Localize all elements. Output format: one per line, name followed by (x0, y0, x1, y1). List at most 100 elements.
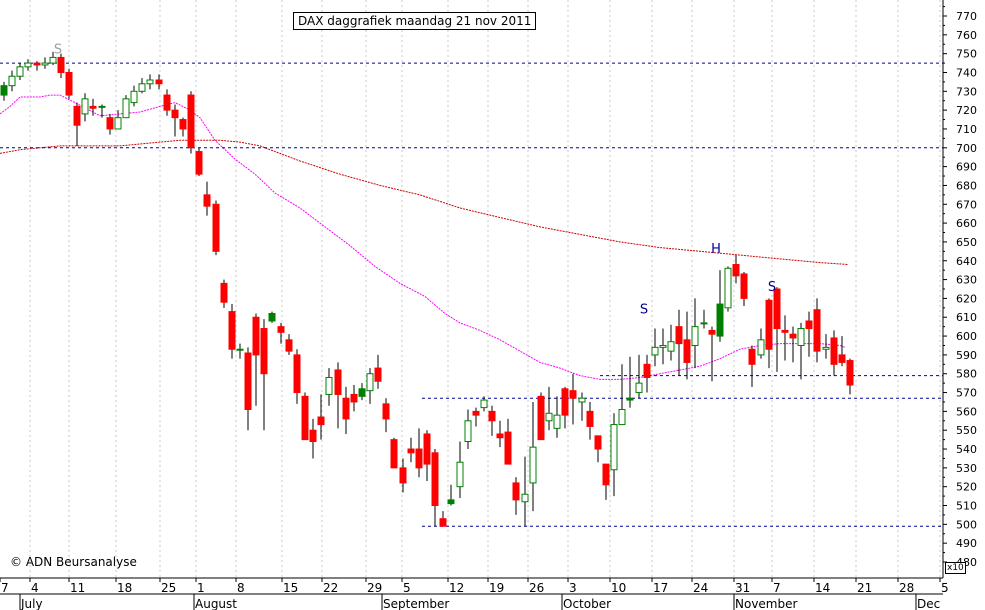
y-tick-label-660: 660 (956, 217, 977, 230)
x-tick-label-2: 11 (70, 581, 85, 595)
y-tick-label-720: 720 (956, 104, 977, 117)
x-tick-label-22: 28 (899, 581, 914, 595)
candle-94 (765, 298, 773, 369)
candle-body-45 (366, 373, 374, 392)
candle-body-96 (781, 329, 789, 333)
candle-23 (187, 91, 195, 154)
candle-34 (277, 322, 285, 344)
candle-body-58 (472, 410, 480, 416)
candle-body-28 (228, 311, 236, 350)
candle-46 (374, 354, 382, 389)
candle-body-82 (667, 341, 675, 352)
candle-body-83 (675, 326, 683, 345)
candle-60 (488, 405, 496, 436)
candle-body-66 (537, 395, 545, 441)
candle-76 (618, 364, 626, 426)
month-label-3: October (563, 597, 611, 610)
candle-body-11 (89, 105, 97, 109)
candle-90 (732, 255, 740, 284)
candle-body-29 (236, 348, 244, 351)
candle-71 (578, 392, 586, 421)
candle-36 (293, 349, 301, 404)
candle-55 (447, 484, 455, 506)
candle-body-62 (504, 431, 512, 465)
candle-37 (301, 392, 309, 441)
candle-body-77 (626, 397, 634, 401)
candle-body-7 (57, 56, 65, 73)
candle-50 (407, 437, 415, 463)
candle-body-60 (488, 410, 496, 422)
x-tick-label-11: 12 (449, 581, 464, 595)
y-tick-label-580: 580 (956, 368, 977, 381)
candle-72 (586, 401, 594, 440)
candle-body-101 (822, 346, 830, 350)
candle-101 (822, 334, 830, 359)
candle-41 (334, 362, 342, 429)
candle-89 (724, 266, 732, 312)
y-tick-label-590: 590 (956, 349, 977, 362)
plot-area (0, 0, 943, 578)
candle-52 (423, 430, 431, 482)
chart-title: DAX daggrafiek maandag 21 nov 2011 (293, 12, 537, 30)
candle-body-91 (740, 273, 748, 299)
candle-100 (813, 298, 821, 363)
candle-98 (797, 322, 805, 380)
month-label-4: November (735, 597, 797, 610)
candle-body-98 (797, 328, 805, 346)
candle-49 (399, 458, 407, 493)
candle-body-81 (659, 344, 667, 348)
y-tick-label-500: 500 (956, 518, 977, 531)
candle-47 (382, 398, 390, 433)
candle-86 (700, 309, 708, 329)
candle-body-47 (382, 403, 390, 420)
y-tick-label-620: 620 (956, 292, 977, 305)
candle-12 (98, 104, 106, 118)
candle-10 (81, 93, 89, 122)
month-label-2: September (383, 597, 449, 610)
candle-8 (65, 68, 73, 99)
candle-77 (626, 356, 634, 408)
ma-short-line (0, 94, 846, 380)
candle-body-37 (301, 395, 309, 441)
candle-body-30 (244, 352, 252, 410)
annotation-2: H (711, 242, 721, 257)
candle-body-14 (114, 117, 122, 130)
candle-73 (594, 435, 602, 463)
candle-38 (309, 418, 317, 459)
candle-body-10 (81, 98, 89, 115)
y-tick-label-540: 540 (956, 443, 977, 456)
candle-43 (350, 385, 358, 412)
candle-body-57 (464, 420, 472, 443)
candle-33 (268, 311, 276, 323)
candle-body-23 (187, 94, 195, 149)
candle-body-21 (171, 109, 179, 119)
candle-32 (260, 319, 268, 431)
candle-body-75 (610, 424, 618, 471)
candle-body-88 (716, 303, 724, 337)
candle-42 (342, 386, 350, 434)
y-tick-label-650: 650 (956, 236, 977, 249)
candle-body-44 (358, 388, 366, 397)
candle-81 (659, 328, 667, 365)
candle-70 (569, 373, 577, 425)
candle-body-67 (545, 412, 553, 422)
candle-83 (675, 309, 683, 376)
y-tick-label-680: 680 (956, 179, 977, 192)
x-tick-label-16: 17 (653, 581, 668, 595)
candle-6 (49, 51, 57, 65)
candle-22 (179, 117, 187, 137)
candle-74 (602, 463, 610, 500)
y-tick-label-550: 550 (956, 424, 977, 437)
candle-19 (155, 74, 163, 90)
candle-84 (683, 311, 691, 380)
candle-body-79 (643, 363, 651, 378)
x-tick-label-15: 10 (611, 581, 626, 595)
candle-body-59 (480, 399, 488, 409)
x-tick-label-12: 19 (489, 581, 504, 595)
candle-body-68 (553, 414, 561, 429)
x-tick-label-19: 7 (773, 581, 781, 595)
candle-body-46 (374, 367, 382, 382)
candle-body-93 (757, 339, 765, 356)
candle-body-71 (578, 397, 586, 403)
